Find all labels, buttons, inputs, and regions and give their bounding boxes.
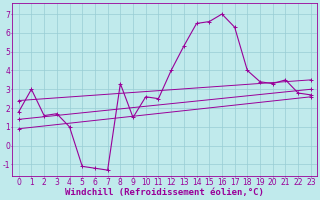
X-axis label: Windchill (Refroidissement éolien,°C): Windchill (Refroidissement éolien,°C) xyxy=(65,188,264,197)
